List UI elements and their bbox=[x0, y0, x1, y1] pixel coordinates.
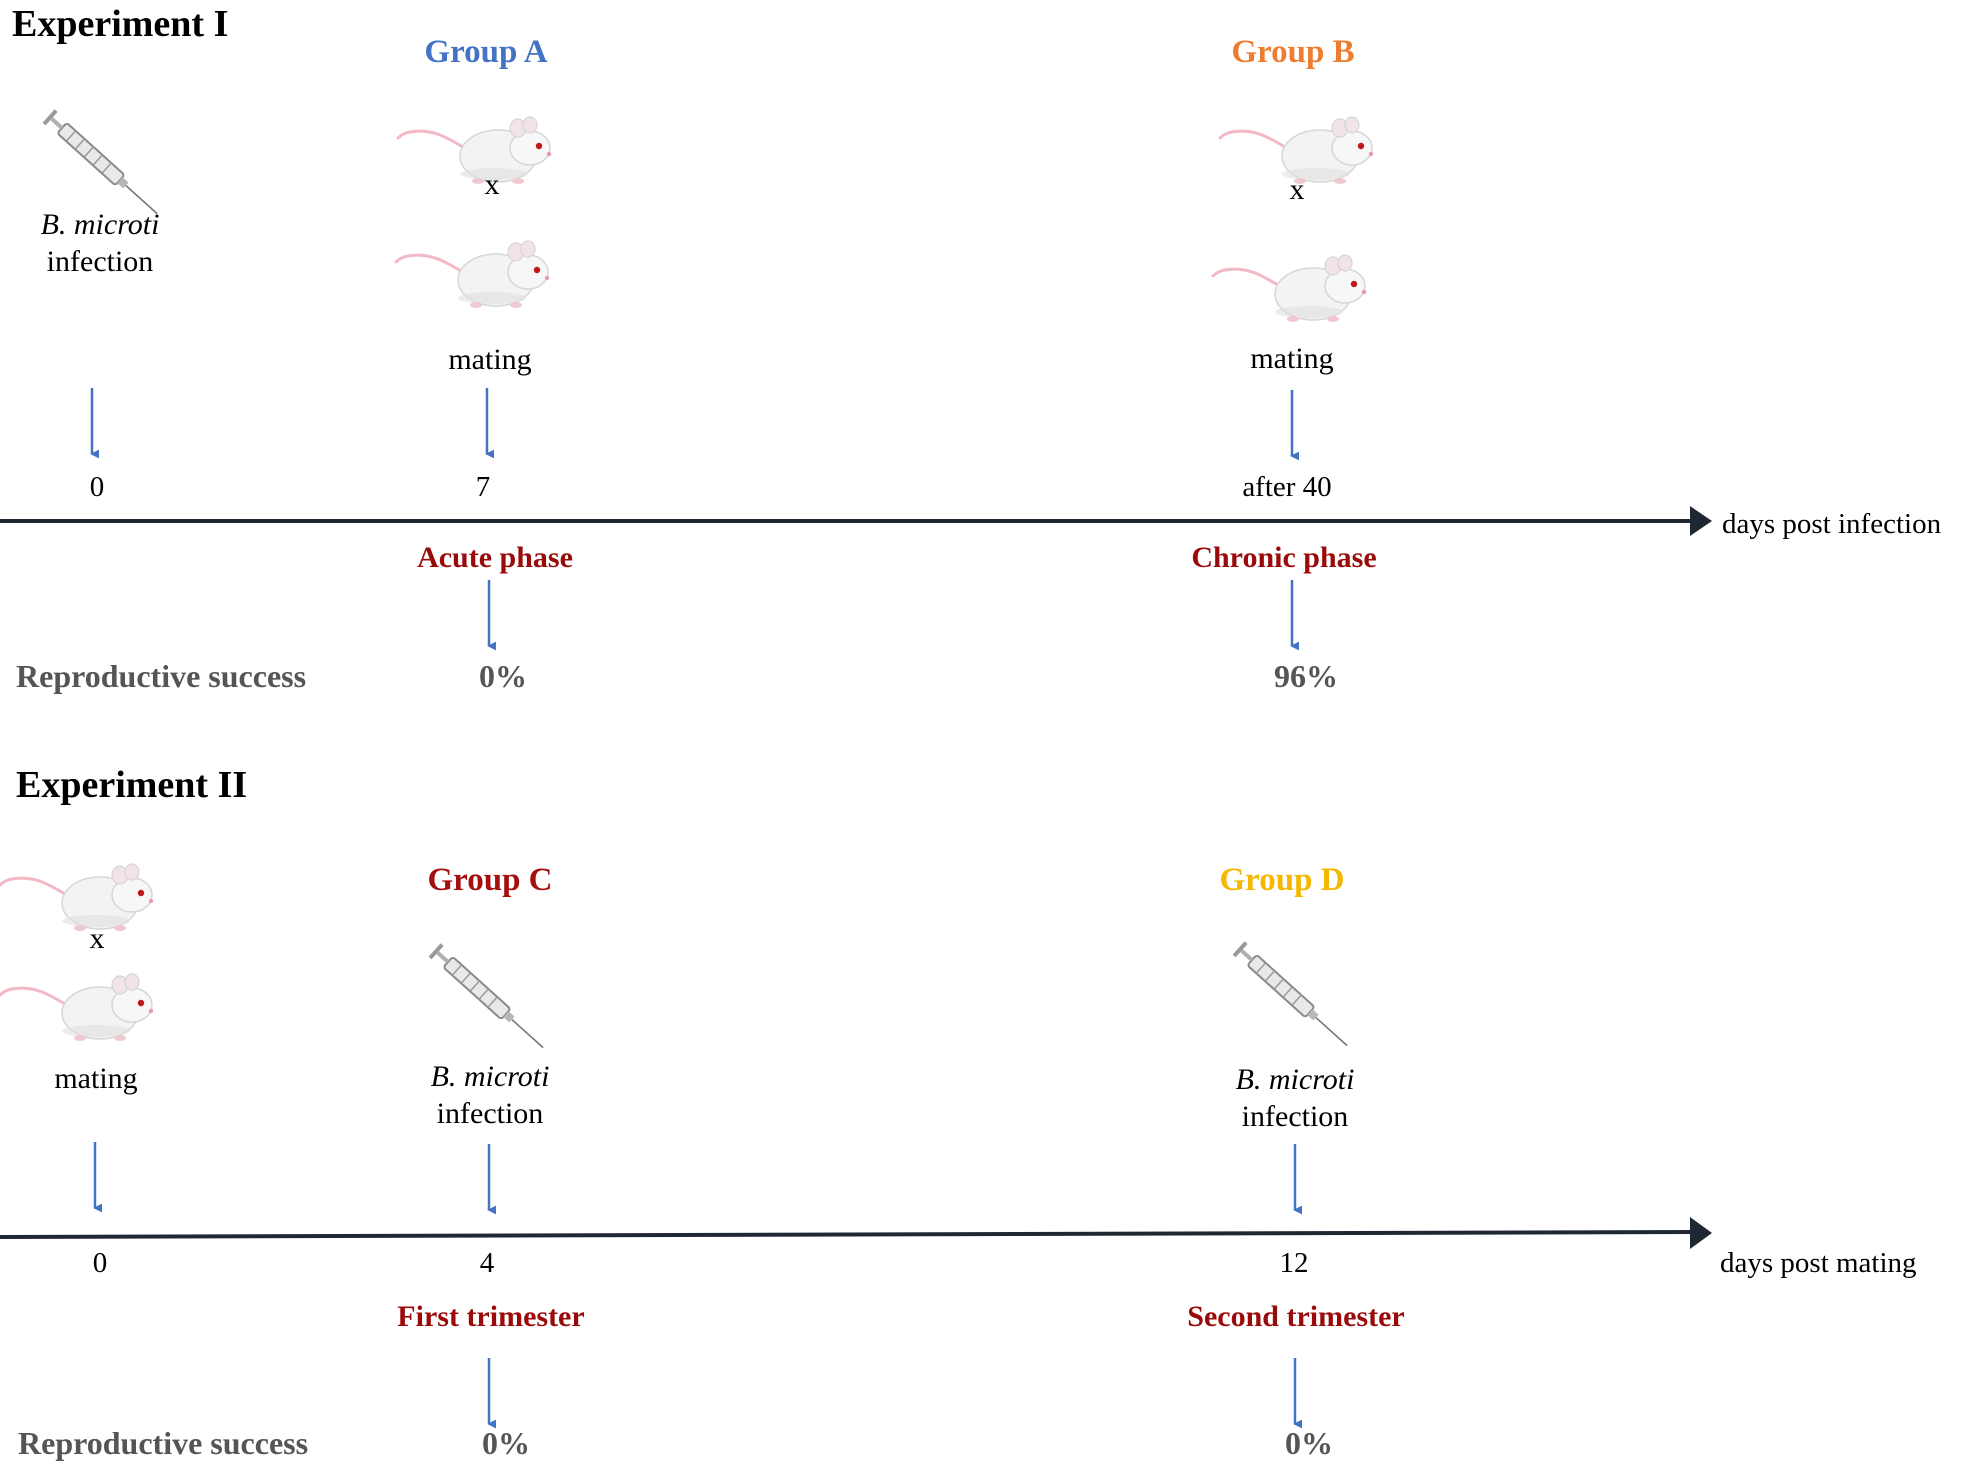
mating-label: mating bbox=[448, 343, 532, 376]
timeline-tick-label: 0 bbox=[89, 471, 105, 503]
reproductive-success-value: 0% bbox=[482, 1425, 530, 1461]
experiment-1-title: Experiment I bbox=[12, 3, 229, 45]
group-a-label: Group A bbox=[424, 34, 548, 70]
timeline-tick-label: 12 bbox=[1279, 1247, 1309, 1279]
cross-symbol: x bbox=[89, 922, 105, 955]
infection-label: infection bbox=[1241, 1100, 1349, 1133]
timeline-axis-title: days post mating bbox=[1720, 1247, 1917, 1279]
infection-species: B. microti bbox=[40, 208, 160, 241]
reproductive-success-value: 0% bbox=[1285, 1425, 1333, 1461]
group-b-label: Group B bbox=[1231, 34, 1355, 70]
reproductive-success-label: Reproductive success bbox=[16, 658, 307, 694]
reproductive-success-value: 0% bbox=[479, 658, 527, 694]
first-trimester-label: First trimester bbox=[397, 1300, 585, 1333]
acute-phase-label: Acute phase bbox=[417, 541, 573, 574]
timeline-tick-label: after 40 bbox=[1242, 471, 1332, 503]
timeline-tick-label: 4 bbox=[479, 1247, 495, 1279]
mouse-icon bbox=[0, 972, 155, 1043]
syringe-icon bbox=[1231, 940, 1355, 1054]
group-c-label: Group C bbox=[427, 862, 553, 898]
reproductive-success-value: 96% bbox=[1274, 658, 1338, 694]
cross-symbol: x bbox=[484, 168, 500, 201]
syringe-icon bbox=[41, 108, 165, 222]
timeline-tick-label: 0 bbox=[92, 1247, 108, 1279]
mouse-icon bbox=[1211, 253, 1368, 324]
timeline-arrowhead bbox=[1690, 1217, 1712, 1249]
timeline-tick-label: 7 bbox=[475, 471, 491, 503]
group-d-label: Group D bbox=[1219, 862, 1345, 898]
chronic-phase-label: Chronic phase bbox=[1191, 541, 1377, 574]
timeline-arrowhead bbox=[1690, 506, 1712, 536]
timeline-axis-title: days post infection bbox=[1722, 508, 1942, 540]
infection-species: B. microti bbox=[1235, 1063, 1355, 1096]
syringe-icon bbox=[427, 942, 551, 1056]
mouse-icon bbox=[396, 115, 553, 186]
mating-label: mating bbox=[54, 1062, 138, 1095]
infection-species: B. microti bbox=[430, 1060, 550, 1093]
mouse-icon bbox=[394, 239, 551, 310]
second-trimester-label: Second trimester bbox=[1187, 1300, 1405, 1333]
experiment-2-title: Experiment II bbox=[16, 764, 248, 806]
cross-symbol: x bbox=[1289, 173, 1305, 206]
reproductive-success-label: Reproductive success bbox=[18, 1425, 309, 1461]
timeline-axis bbox=[0, 1230, 1694, 1239]
infection-label: infection bbox=[46, 245, 154, 278]
mouse-icon bbox=[0, 862, 155, 933]
mating-label: mating bbox=[1250, 342, 1334, 375]
infection-label: infection bbox=[436, 1097, 544, 1130]
